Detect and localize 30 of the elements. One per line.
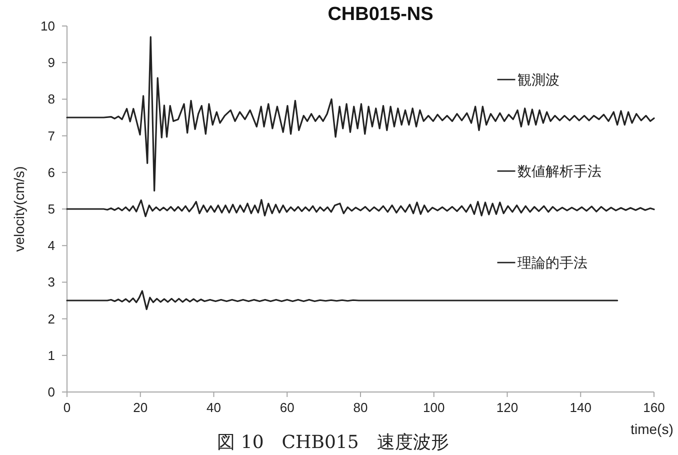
y-tick-label: 1 — [48, 348, 55, 363]
caption: 図 10 CHB015 速度波形 — [217, 432, 449, 453]
x-tick-label: 60 — [280, 400, 294, 415]
y-tick-label: 2 — [48, 311, 55, 326]
line-series — [66, 199, 655, 218]
y-tick-label: 4 — [48, 238, 55, 254]
y-tick-label: 3 — [48, 274, 55, 290]
x-tick-label: 0 — [63, 400, 71, 415]
x-tick-label: 20 — [133, 400, 148, 415]
x-tick-label: 80 — [353, 400, 368, 415]
legend-label: 数値解析手法 — [517, 163, 602, 180]
x-axis-title: time(s) — [630, 421, 674, 437]
y-tick-label: 6 — [48, 164, 55, 180]
chart-title: CHB015-NS — [328, 4, 434, 25]
x-tick-label: 100 — [423, 400, 445, 415]
y-tick-label: 7 — [48, 128, 55, 144]
line-series — [66, 290, 618, 310]
legend-label: 理論的手法 — [517, 254, 588, 271]
x-tick-label: 140 — [570, 400, 592, 415]
x-tick-label: 160 — [643, 400, 665, 415]
legend-label: 観測波 — [517, 72, 560, 88]
y-tick-label: 10 — [40, 18, 55, 34]
x-tick-label: 40 — [206, 400, 221, 415]
line-series — [66, 36, 655, 192]
y-axis-title: velocity(cm/s) — [11, 166, 27, 252]
x-tick-label: 120 — [496, 400, 518, 415]
y-tick-label: 5 — [48, 202, 55, 216]
y-tick-label: 8 — [48, 92, 55, 107]
y-tick-label: 0 — [48, 384, 55, 400]
y-tick-label: 9 — [48, 55, 55, 70]
